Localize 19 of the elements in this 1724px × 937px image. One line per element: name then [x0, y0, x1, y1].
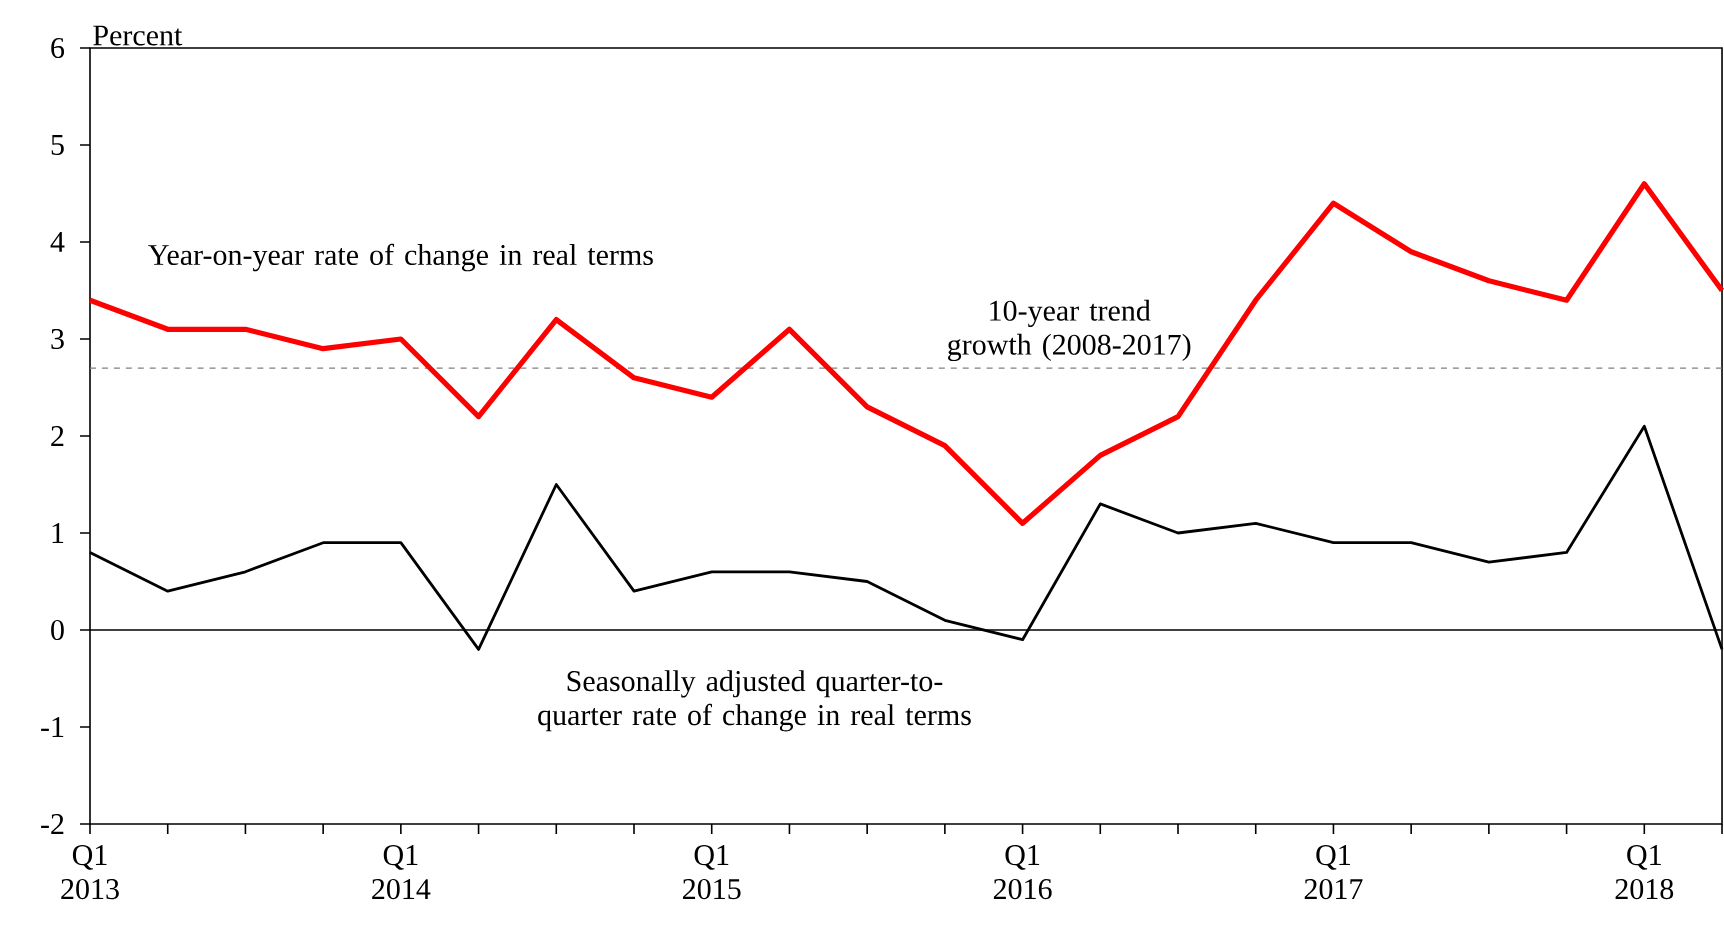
x-tick-label: Q1 2018	[1615, 845, 1674, 900]
x-tick-label: Q1 2016	[993, 845, 1052, 900]
x-tick-label: Q1 2013	[61, 845, 119, 900]
x-tick-label: Q1 2017	[1304, 845, 1363, 900]
y-tick-label: 3	[51, 328, 64, 350]
y-tick-label: 2	[51, 426, 64, 446]
y-tick-label: 5	[51, 135, 64, 155]
x-tick-label: Q1 2015	[683, 845, 741, 900]
y-tick-label: 1	[52, 523, 64, 543]
y-tick-label: -1	[41, 717, 64, 737]
y-axis-title: Percent	[93, 25, 183, 46]
y-tick-label: 0	[51, 619, 64, 641]
y-tick-label: 4	[50, 232, 65, 252]
annotation: Year-on-year rate of change in real terms	[148, 243, 653, 272]
annotation: Seasonally adjusted quarter-to-quarter rate of change in real terms	[538, 670, 971, 732]
y-tick-label: 6	[51, 37, 65, 59]
ref-line-label: 10-year trend growth (2008-2017)	[948, 299, 1191, 362]
x-tick-label: Q1 2014	[372, 845, 431, 900]
y-tick-label: -2	[41, 814, 64, 834]
